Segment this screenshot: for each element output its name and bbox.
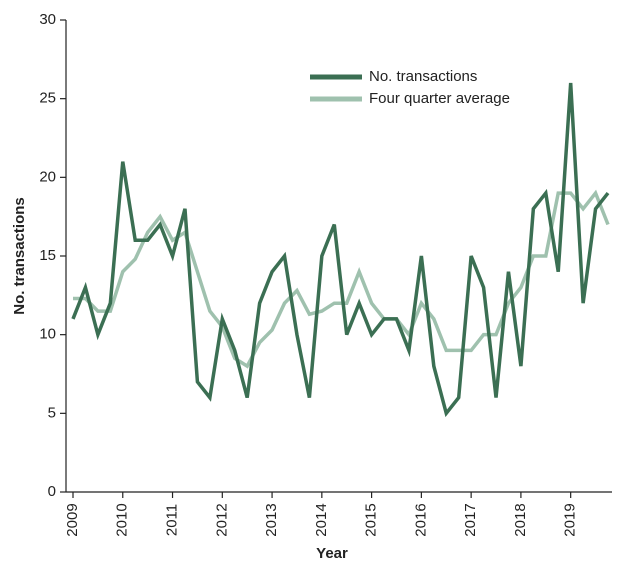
x-axis-label: Year xyxy=(316,545,348,562)
y-tick-label: 15 xyxy=(39,247,56,264)
x-tick-label: 2013 xyxy=(263,503,280,536)
x-tick-label: 2012 xyxy=(213,503,230,536)
x-tick-label: 2010 xyxy=(114,503,131,536)
x-tick-label: 2019 xyxy=(562,503,579,536)
series-line xyxy=(73,189,610,369)
legend-label: Four quarter average xyxy=(369,90,510,107)
y-tick-label: 0 xyxy=(48,483,56,500)
x-tick-label: 2014 xyxy=(313,503,330,536)
y-tick-label: 20 xyxy=(39,168,56,185)
y-tick-label: 10 xyxy=(39,326,56,343)
y-tick-label: 30 xyxy=(39,11,56,28)
x-tick-label: 2011 xyxy=(164,504,181,536)
x-tick-label: 2015 xyxy=(363,503,380,536)
x-tick-label: 2009 xyxy=(64,503,81,536)
y-axis-label: No. transactions xyxy=(11,197,28,315)
legend-label: No. transactions xyxy=(369,68,477,85)
x-tick-label: 2017 xyxy=(462,503,479,536)
y-tick-label: 25 xyxy=(39,90,56,107)
x-tick-label: 2018 xyxy=(512,503,529,536)
series-line xyxy=(71,82,610,418)
x-tick-label: 2016 xyxy=(412,503,429,536)
y-tick-label: 5 xyxy=(48,404,56,421)
